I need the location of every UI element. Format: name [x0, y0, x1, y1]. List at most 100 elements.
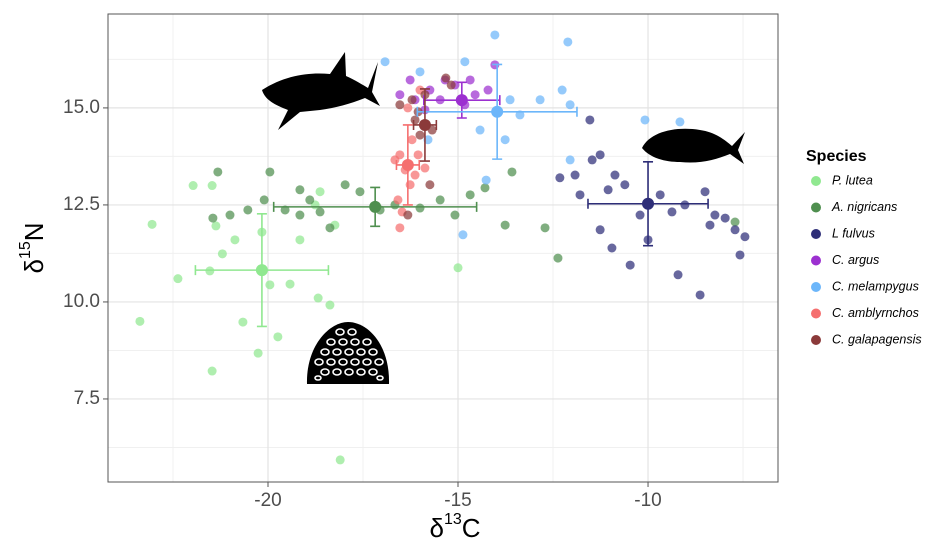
point [505, 95, 515, 105]
point [325, 223, 335, 233]
legend-label: P. lutea [832, 173, 873, 187]
point [720, 213, 730, 223]
point [680, 200, 690, 210]
point [483, 85, 493, 95]
x-label-sup: 13 [444, 511, 462, 528]
x-tick-label: -20 [254, 490, 281, 511]
point [395, 100, 405, 110]
point [280, 205, 290, 215]
point [410, 170, 420, 180]
point [217, 249, 227, 259]
point [135, 316, 145, 326]
point [587, 155, 597, 165]
point [213, 167, 223, 177]
point [403, 210, 413, 220]
point [540, 223, 550, 233]
point [557, 85, 567, 95]
point [553, 253, 563, 263]
legend-swatch [811, 282, 821, 292]
point [620, 180, 630, 190]
point [555, 173, 565, 183]
point [667, 207, 677, 217]
point [565, 155, 575, 165]
point [610, 170, 620, 180]
point [735, 250, 745, 260]
point [253, 348, 263, 358]
x-axis-label: δ13C [429, 511, 480, 543]
point [238, 317, 248, 327]
point [405, 75, 415, 85]
error-bars [587, 161, 709, 247]
point [730, 225, 740, 235]
fish-icon [642, 128, 745, 164]
error-bars [395, 124, 421, 206]
point [565, 100, 575, 110]
point [265, 167, 275, 177]
point [147, 219, 157, 229]
legend-title: Species [806, 148, 867, 165]
point [460, 57, 470, 67]
point [208, 213, 218, 223]
mean-point [401, 158, 414, 171]
point [415, 203, 425, 213]
point [259, 195, 269, 205]
error-bars [272, 186, 478, 228]
point [640, 115, 650, 125]
legend-swatch [811, 176, 821, 186]
point [570, 170, 580, 180]
point [635, 210, 645, 220]
legend-swatch [811, 255, 821, 266]
y-label-element: N [19, 222, 49, 241]
point [395, 90, 405, 100]
point [695, 290, 705, 300]
mean-point [418, 118, 431, 131]
x-label-symbol: δ [429, 513, 443, 543]
point [415, 130, 425, 140]
point [315, 207, 325, 217]
point [603, 185, 613, 195]
point [188, 181, 198, 191]
plot-border [107, 13, 779, 483]
legend-label: L fulvus [832, 226, 875, 240]
point [313, 293, 323, 303]
point [415, 67, 425, 77]
point [453, 263, 463, 273]
point [435, 195, 445, 205]
shark-icon [262, 52, 380, 130]
legend-label: C. argus [832, 253, 879, 267]
point [335, 455, 345, 465]
point [243, 205, 253, 215]
point [390, 155, 400, 165]
legend-label: A. nigricans [831, 200, 897, 214]
point [405, 180, 415, 190]
point [535, 95, 545, 105]
legend-label: C. amblyrnchos [832, 306, 919, 320]
point [273, 332, 283, 342]
point [625, 260, 635, 270]
point [207, 366, 217, 376]
point [295, 185, 305, 195]
point [563, 37, 573, 47]
point [295, 235, 305, 245]
point [585, 115, 595, 125]
point [655, 190, 665, 200]
x-tick-label: -10 [634, 490, 661, 511]
point [207, 181, 217, 191]
point [305, 195, 315, 205]
point [465, 75, 475, 85]
point [441, 73, 451, 83]
point [446, 80, 456, 90]
y-label-sup: 15 [17, 241, 34, 259]
point [230, 235, 240, 245]
point [740, 232, 750, 242]
point [675, 117, 685, 127]
point [420, 163, 430, 173]
legend-label: C. galapagensis [832, 332, 922, 346]
point [325, 300, 335, 310]
point [450, 210, 460, 220]
point [410, 115, 420, 125]
point [490, 30, 500, 40]
mean-point [369, 200, 382, 213]
error-bars [423, 81, 501, 119]
mean-point [642, 197, 655, 210]
